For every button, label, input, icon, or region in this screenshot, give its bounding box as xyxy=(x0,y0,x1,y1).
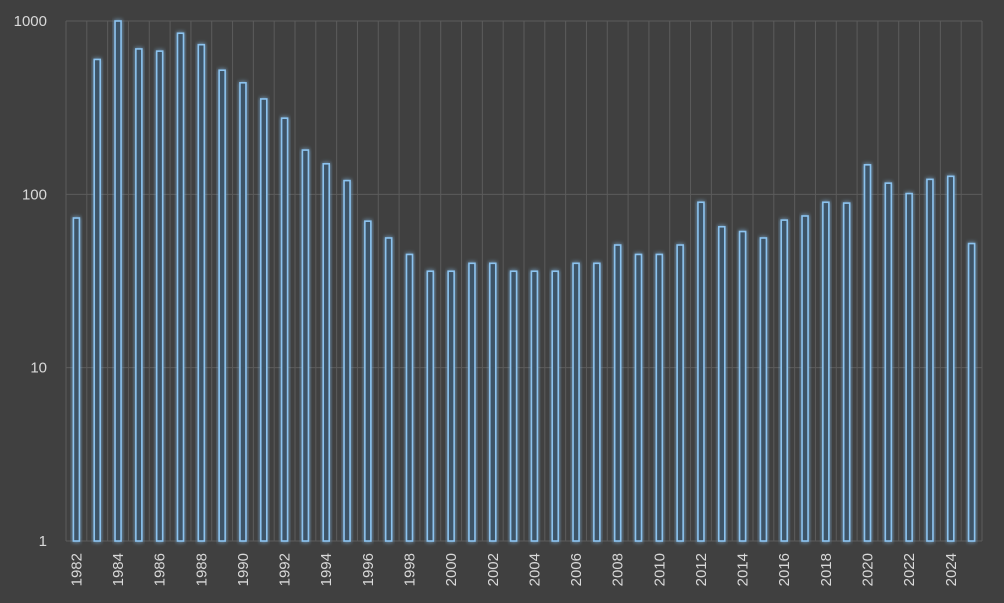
x-tick-label: 1990 xyxy=(235,553,252,586)
x-tick-label: 2008 xyxy=(610,553,627,586)
bar-2011 xyxy=(676,244,684,542)
bar-1994 xyxy=(322,163,331,542)
bar-1988 xyxy=(197,43,206,542)
bar-2023 xyxy=(926,178,934,542)
x-tick-label: 2016 xyxy=(776,553,793,586)
y-tick-label: 10 xyxy=(30,360,47,377)
bar-2015 xyxy=(759,237,768,542)
y-tick-label: 1000 xyxy=(14,13,47,30)
x-tick-label: 1996 xyxy=(360,553,377,586)
bar-2022 xyxy=(905,192,913,542)
bar-1985 xyxy=(135,48,143,542)
bar-2016 xyxy=(780,219,789,542)
x-tick-label: 1988 xyxy=(193,553,210,586)
bar-1991 xyxy=(259,98,268,542)
x-tick-label: 1982 xyxy=(68,553,85,586)
x-gridlines xyxy=(65,21,983,541)
y-axis-tick-labels: 1 10 100 1000 xyxy=(14,13,47,550)
y-tick-label: 100 xyxy=(22,186,47,203)
bar-1984 xyxy=(114,20,122,542)
x-tick-label: 2024 xyxy=(943,553,960,586)
bar-2013 xyxy=(717,225,726,542)
bar-2012 xyxy=(697,201,705,542)
x-tick-label: 1994 xyxy=(318,553,335,586)
bar-2021 xyxy=(884,182,893,542)
bar-1995 xyxy=(343,179,351,542)
bar-2005 xyxy=(551,270,560,542)
bar-1986 xyxy=(155,50,164,542)
bar-1999 xyxy=(426,270,435,542)
bar-2018 xyxy=(822,201,830,542)
x-tick-label: 1992 xyxy=(277,553,294,586)
x-tick-label: 2002 xyxy=(485,553,502,586)
x-tick-label: 1986 xyxy=(152,553,169,586)
x-tick-label: 2020 xyxy=(860,553,877,586)
bar-2006 xyxy=(572,262,580,542)
bar-1983 xyxy=(93,58,102,542)
bar-2017 xyxy=(801,215,809,542)
x-tick-label: 2010 xyxy=(651,553,668,586)
bar-1987 xyxy=(176,32,185,542)
x-tick-label: 1984 xyxy=(110,553,127,586)
bar-2009 xyxy=(634,253,643,542)
bar-1998 xyxy=(405,253,414,542)
bar-1989 xyxy=(218,69,226,542)
bar-2025 xyxy=(967,242,976,542)
y-tick-label: 1 xyxy=(39,533,47,550)
x-axis-tick-labels: 1982 1984 1986 1988 1990 1992 1994 1996 1998 2000… xyxy=(68,553,959,586)
bar-series xyxy=(72,20,976,542)
x-tick-label: 2018 xyxy=(818,553,835,586)
bar-1990 xyxy=(239,82,247,542)
x-tick-label: 2014 xyxy=(735,553,752,586)
bar-1993 xyxy=(301,149,310,542)
x-tick-label: 2004 xyxy=(526,553,543,586)
bar-2007 xyxy=(593,262,601,542)
bar-2020 xyxy=(863,164,872,542)
bar-2000 xyxy=(447,270,455,542)
x-tick-label: 2012 xyxy=(693,553,710,586)
bar-2019 xyxy=(842,202,851,542)
x-tick-label: 1998 xyxy=(402,553,419,586)
bar-2010 xyxy=(655,253,664,542)
bar-2008 xyxy=(613,244,622,542)
bar-1996 xyxy=(364,220,372,542)
bar-1982 xyxy=(72,217,81,542)
bar-2001 xyxy=(468,262,476,542)
bar-1997 xyxy=(384,237,393,542)
x-tick-label: 2006 xyxy=(568,553,585,586)
bar-2014 xyxy=(738,230,747,542)
bar-2002 xyxy=(488,262,497,542)
bar-2004 xyxy=(530,270,539,542)
bar-2024 xyxy=(946,175,955,542)
bar-1992 xyxy=(280,117,289,542)
x-tick-label: 2022 xyxy=(901,553,918,586)
x-tick-label: 2000 xyxy=(443,553,460,586)
bar-2003 xyxy=(509,270,518,542)
